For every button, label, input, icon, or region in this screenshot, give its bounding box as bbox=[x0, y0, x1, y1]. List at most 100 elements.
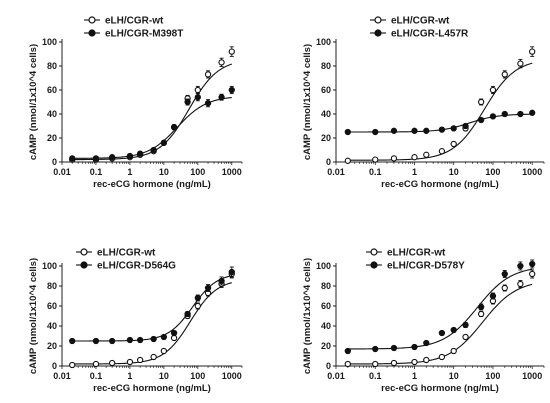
legend-entry-2: eLH/CGR-L457R bbox=[370, 29, 469, 40]
data-point bbox=[501, 270, 508, 278]
series-1 bbox=[344, 269, 536, 368]
legend-entry-2: eLH/CGR-D564G bbox=[76, 261, 176, 272]
x-tick-label: 0.1 bbox=[90, 167, 103, 177]
data-point bbox=[450, 125, 457, 132]
legend-label: eLH/CGR-wt bbox=[387, 248, 446, 259]
data-point bbox=[462, 321, 469, 329]
data-point bbox=[517, 280, 524, 288]
y-tick-label: 0 bbox=[326, 157, 331, 167]
y-tick-label: 40 bbox=[47, 109, 57, 119]
data-point bbox=[109, 337, 116, 345]
legend-marker bbox=[80, 261, 88, 269]
y-tick-label: 0 bbox=[52, 361, 57, 371]
data-point bbox=[160, 333, 168, 341]
data-point bbox=[228, 268, 235, 276]
legend-entry-1: eLH/CGR-wt bbox=[76, 248, 156, 259]
y-axis-title: cAMP (nmol/1x10^4 cells) bbox=[28, 44, 39, 160]
data-point bbox=[170, 334, 178, 342]
data-point bbox=[489, 86, 497, 94]
data-point bbox=[411, 343, 418, 351]
y-tick-label: 100 bbox=[316, 261, 331, 271]
data-point bbox=[218, 277, 225, 285]
legend-label: eLH/CGR-wt bbox=[391, 16, 450, 27]
legend-label: eLH/CGR-D578Y bbox=[387, 261, 465, 272]
x-tick-label: 1000 bbox=[222, 371, 242, 381]
data-point bbox=[126, 336, 134, 344]
data-point bbox=[411, 358, 418, 366]
y-tick-label: 100 bbox=[42, 37, 57, 47]
data-point bbox=[438, 353, 446, 361]
chart-panel-3: 0 20 40 60 80 100 0.01 0.1 1 10 100 1000 rec-eCG hor… bbox=[28, 248, 243, 394]
legend-marker bbox=[88, 29, 96, 37]
data-point bbox=[136, 356, 144, 364]
x-tick-label: 10 bbox=[449, 371, 459, 381]
data-point bbox=[450, 140, 457, 148]
x-tick-label: 0.1 bbox=[369, 167, 382, 177]
legend-entry-2: eLH/CGR-D578Y bbox=[366, 261, 465, 272]
y-tick-label: 100 bbox=[316, 37, 331, 47]
data-point bbox=[489, 292, 497, 300]
data-point bbox=[477, 116, 485, 124]
y-tick-label: 60 bbox=[321, 301, 331, 311]
data-point bbox=[160, 139, 168, 146]
y-tick-label: 20 bbox=[47, 341, 57, 351]
x-axis-title: rec-eCG hormone (ng/mL) bbox=[93, 383, 211, 394]
y-tick-label: 40 bbox=[321, 321, 331, 331]
y-tick-label: 60 bbox=[47, 85, 57, 95]
data-point bbox=[450, 326, 457, 334]
data-point bbox=[529, 48, 536, 55]
y-tick-label: 20 bbox=[321, 341, 331, 351]
legend-label: eLH/CGR-wt bbox=[105, 16, 164, 27]
legend-marker bbox=[370, 248, 378, 256]
x-axis-title: rec-eCG hormone (ng/mL) bbox=[381, 383, 499, 394]
data-point bbox=[529, 270, 536, 278]
y-tick-label: 80 bbox=[321, 281, 331, 291]
data-point bbox=[438, 329, 446, 337]
x-tick-label: 100 bbox=[190, 371, 205, 381]
x-tick-label: 100 bbox=[485, 167, 500, 177]
y-tick-label: 20 bbox=[47, 133, 57, 143]
y-tick-label: 0 bbox=[326, 361, 331, 371]
x-tick-label: 0.01 bbox=[327, 371, 345, 381]
series-1 bbox=[69, 269, 235, 369]
data-point bbox=[136, 150, 144, 157]
x-tick-label: 0.1 bbox=[369, 371, 382, 381]
legend-label: eLH/CGR-wt bbox=[97, 248, 156, 259]
y-tick-label: 80 bbox=[47, 61, 57, 71]
data-point bbox=[372, 156, 379, 163]
y-tick-label: 100 bbox=[42, 261, 57, 271]
legend-marker bbox=[370, 261, 378, 269]
data-point bbox=[501, 110, 508, 118]
data-point bbox=[228, 48, 235, 55]
series-1 bbox=[344, 46, 536, 164]
y-tick-label: 60 bbox=[47, 301, 57, 311]
data-point bbox=[204, 71, 212, 78]
x-tick-label: 1 bbox=[412, 167, 417, 177]
x-axis-title: rec-eCG hormone (ng/mL) bbox=[93, 179, 211, 190]
data-point bbox=[517, 110, 524, 118]
legend-marker bbox=[374, 16, 382, 24]
data-point bbox=[477, 303, 485, 311]
data-point bbox=[390, 127, 398, 134]
data-point bbox=[150, 335, 157, 343]
data-point bbox=[372, 128, 379, 136]
legend-marker bbox=[374, 29, 382, 37]
data-point bbox=[228, 86, 235, 94]
data-point bbox=[344, 347, 351, 355]
y-tick-label: 80 bbox=[47, 281, 57, 291]
x-tick-label: 0.01 bbox=[327, 167, 345, 177]
legend-label: eLH/CGR-D564G bbox=[97, 261, 176, 272]
legend-marker bbox=[80, 248, 88, 256]
chart-panel-1: 0 20 40 60 80 100 0.01 0.1 1 10 100 1000 rec-eCG hor… bbox=[28, 16, 243, 190]
x-tick-label: 1000 bbox=[222, 167, 242, 177]
data-point bbox=[344, 128, 351, 136]
x-tick-label: 10 bbox=[449, 167, 459, 177]
data-point bbox=[390, 155, 398, 162]
x-tick-label: 100 bbox=[190, 167, 205, 177]
y-tick-label: 40 bbox=[321, 109, 331, 119]
data-point bbox=[489, 113, 497, 120]
data-point bbox=[92, 155, 100, 162]
x-tick-label: 1 bbox=[127, 371, 132, 381]
legend-marker bbox=[88, 16, 96, 24]
